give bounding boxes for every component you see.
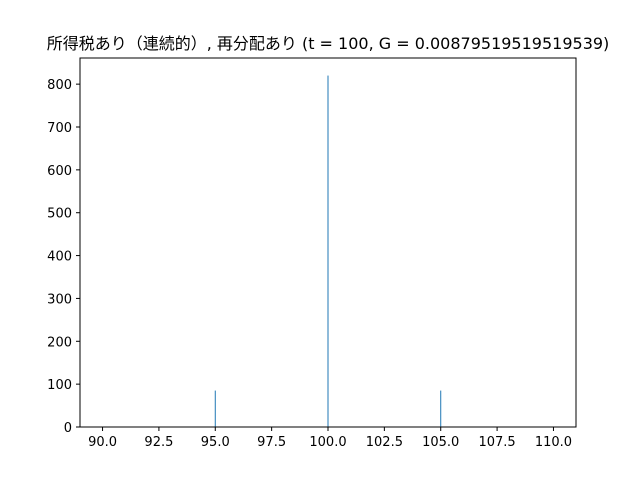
x-tick-label: 102.5	[366, 435, 403, 450]
bar-2	[440, 390, 442, 427]
x-tick-label: 90.0	[88, 435, 117, 450]
chart-title: 所得税あり（連続的）, 再分配あり (t = 100, G = 0.008795…	[47, 34, 610, 53]
x-tick-label: 110.0	[535, 435, 572, 450]
y-tick-label: 300	[47, 292, 72, 307]
x-tick-label: 95.0	[201, 435, 230, 450]
bars-group	[214, 75, 442, 427]
x-tick-label: 100.0	[309, 435, 346, 450]
bar-1	[327, 75, 329, 427]
y-tick-label: 100	[47, 378, 72, 393]
x-axis: 90.0 92.5 95.0 97.5 100.0 102.5 105.0 107.5 110.…	[88, 427, 572, 450]
x-tick-label: 92.5	[144, 435, 173, 450]
y-tick-label: 400	[47, 250, 72, 265]
y-tick-label: 500	[47, 207, 72, 222]
y-axis: 0 100 200 300 400 500 600 700 800	[47, 78, 80, 436]
y-tick-label: 800	[47, 78, 72, 93]
y-tick-label: 600	[47, 164, 72, 179]
bar-0	[214, 390, 216, 427]
x-tick-label: 97.5	[257, 435, 286, 450]
plot-frame	[79, 57, 577, 428]
x-tick-label: 107.5	[478, 435, 515, 450]
y-tick-label: 200	[47, 335, 72, 350]
y-tick-label: 0	[64, 421, 72, 436]
x-tick-label: 105.0	[422, 435, 459, 450]
y-tick-label: 700	[47, 121, 72, 136]
